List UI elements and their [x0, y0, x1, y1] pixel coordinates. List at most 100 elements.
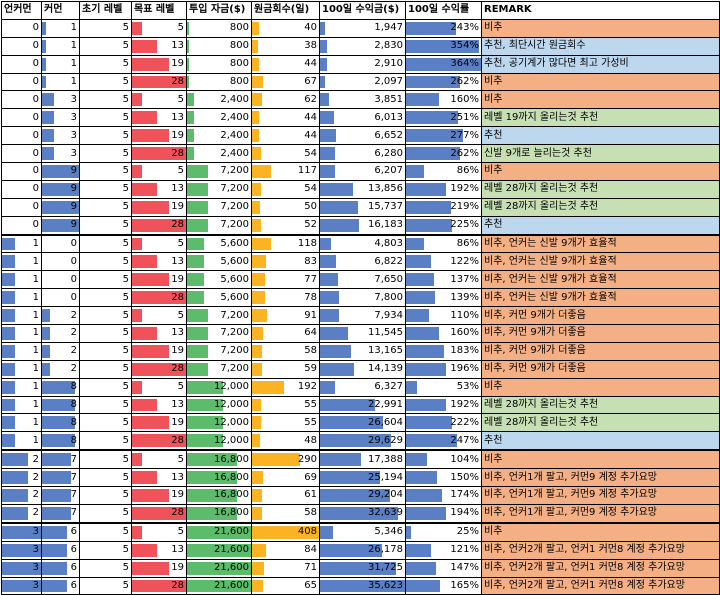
target-level-cell-value: 5 [177, 22, 184, 34]
payback-cell-value: 65 [304, 579, 317, 591]
investment-cell: 16,800 [186, 503, 252, 524]
data-bar [42, 561, 67, 575]
profit-cell-value: 29,204 [368, 489, 403, 501]
rate-cell-value: 243% [450, 22, 479, 34]
investment-cell-value: 16,800 [214, 489, 249, 501]
profit-cell-value: 6,822 [374, 255, 403, 267]
uncommon-cell-value: 1 [32, 345, 39, 357]
payback-cell: 65 [251, 576, 320, 595]
data-bar [2, 362, 15, 376]
rate-cell-value: 139% [450, 291, 479, 303]
data-bar [406, 398, 446, 412]
data-bar [132, 416, 169, 430]
payback-cell-value: 192 [297, 381, 317, 393]
target-level-cell-value: 5 [177, 526, 184, 538]
common-cell: 9 [41, 162, 80, 181]
remark-cell: 비추 [481, 449, 720, 470]
data-bar [252, 380, 284, 394]
remark-cell: 비추, 언커2개 팔고, 언커1 커먼8 계정 추가요망 [481, 558, 720, 578]
target-level-cell-value: 5 [177, 309, 184, 321]
init-level-cell: 5 [79, 540, 132, 560]
data-bar [252, 165, 272, 178]
data-bar [42, 147, 55, 161]
payback-cell: 44 [251, 54, 320, 74]
target-level-cell-value: 19 [171, 129, 184, 141]
data-bar [320, 525, 333, 539]
profit-cell: 11,545 [319, 324, 406, 343]
data-bar [2, 237, 15, 251]
data-bar [320, 75, 325, 89]
profit-cell: 26,178 [319, 540, 406, 560]
payback-cell-value: 83 [304, 255, 317, 267]
profit-cell-value: 6,327 [374, 381, 403, 393]
data-bar [187, 147, 195, 161]
target-level-cell-value: 13 [171, 255, 184, 267]
data-bar [187, 344, 209, 358]
profit-cell: 29,629 [319, 431, 406, 451]
init-level-cell: 5 [79, 72, 132, 92]
rate-cell-value: 160% [450, 327, 479, 339]
data-bar [42, 489, 71, 502]
data-bar [320, 57, 327, 71]
uncommon-cell-value: 0 [32, 40, 39, 52]
remark-cell: 비추, 언커는 신발 9개가 효율적 [481, 270, 720, 290]
common-cell: 6 [41, 558, 80, 578]
target-level-cell-value: 19 [171, 345, 184, 357]
rate-cell: 165% [405, 576, 482, 595]
init-level-cell-value: 5 [122, 291, 129, 303]
data-bar [42, 416, 75, 430]
data-bar [252, 237, 272, 251]
data-bar [252, 543, 266, 557]
target-level-cell-value: 5 [177, 165, 184, 177]
uncommon-cell-value: 0 [32, 147, 39, 159]
payback-cell: 83 [251, 252, 320, 272]
init-level-cell: 5 [79, 377, 132, 397]
investment-cell-value: 7,200 [220, 327, 249, 339]
uncommon-cell: 0 [1, 108, 42, 128]
common-cell: 2 [41, 306, 80, 326]
payback-cell: 50 [251, 197, 320, 217]
uncommon-cell: 1 [1, 395, 42, 415]
rate-cell: 174% [405, 486, 482, 505]
target-level-cell-value: 28 [171, 291, 184, 303]
payback-cell: 290 [251, 449, 320, 470]
common-cell-value: 3 [70, 93, 77, 105]
data-bar [132, 561, 169, 575]
profit-cell: 2,830 [319, 36, 406, 56]
data-bar [406, 506, 446, 520]
data-bar [320, 327, 348, 340]
remark-cell: 비추, 언커1개 팔고, 커먼9 계정 추가요망 [481, 468, 720, 488]
data-bar [187, 416, 223, 430]
rate-cell-value: 364% [450, 58, 479, 70]
common-cell: 9 [41, 179, 80, 199]
investment-cell-value: 12,000 [214, 416, 249, 428]
data-bar [42, 165, 79, 178]
profit-cell-value: 6,652 [374, 129, 403, 141]
uncommon-cell-value: 0 [32, 111, 39, 123]
profit-cell: 15,737 [319, 197, 406, 217]
target-level-cell-value: 13 [171, 471, 184, 483]
rate-cell: 160% [405, 90, 482, 110]
col-header-uncommon: 언커먼 [1, 1, 42, 20]
data-bar [406, 93, 439, 107]
payback-cell: 67 [251, 72, 320, 92]
investment-cell-value: 21,600 [214, 526, 249, 538]
payback-cell: 61 [251, 486, 320, 505]
payback-cell: 77 [251, 270, 320, 290]
remark-cell: 비추, 언커는 신발 9개가 효율적 [481, 233, 720, 254]
target-level-cell: 28 [131, 72, 187, 92]
rate-cell-value: 192% [450, 399, 479, 411]
common-cell-value: 0 [70, 273, 77, 285]
target-level-cell-value: 28 [171, 219, 184, 231]
profit-cell: 6,327 [319, 377, 406, 397]
investment-cell-value: 7,200 [220, 201, 249, 213]
rate-cell-value: 25% [456, 526, 479, 538]
data-bar [42, 21, 47, 35]
rate-cell: 194% [405, 503, 482, 524]
data-bar [252, 579, 263, 593]
data-bar [187, 75, 190, 89]
data-bar [132, 218, 186, 232]
data-bar [132, 21, 142, 35]
payback-cell: 118 [251, 233, 320, 254]
payback-cell-value: 44 [304, 129, 317, 141]
